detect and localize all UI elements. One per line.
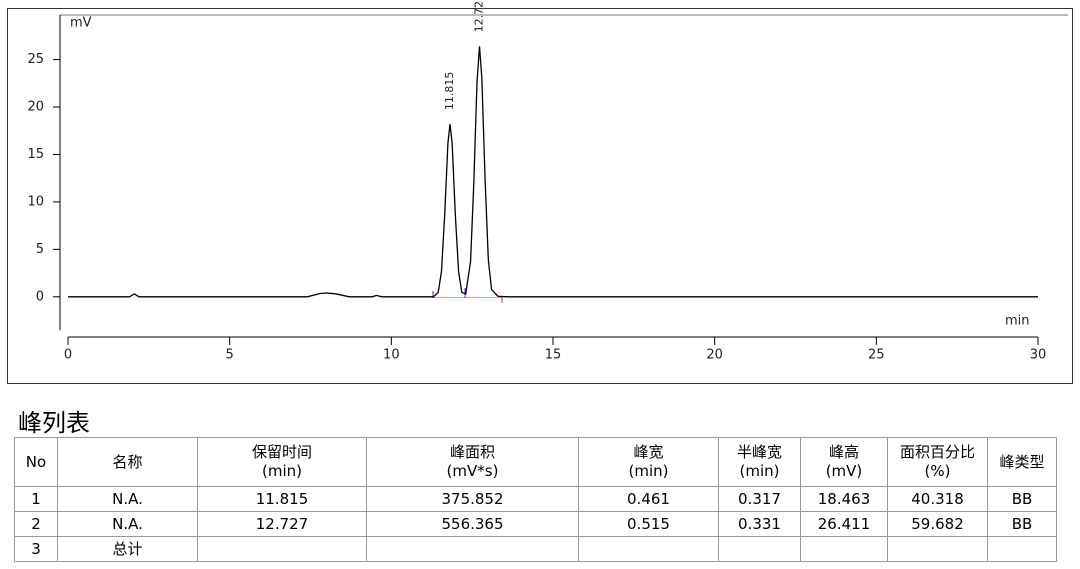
header-row: No 名称 保留时间 (min) 峰面积 (mV*s) 峰宽 (min) 半峰宽 (min) 峰高(… [14,437,1057,487]
table-cell: 1 [14,486,58,512]
header-cell: 名称 [57,437,198,487]
y-tick-label: 15 [27,147,44,162]
table-cell: 2 [14,511,58,537]
header-text: 名称 [112,452,143,471]
table-cell [718,536,801,562]
header-text: 保留时间 [251,443,312,461]
table-cell: 0.461 [578,486,719,512]
header-text: 半峰宽 [736,443,782,461]
header-text: 峰类型 [999,452,1045,471]
table-cell: 40.318 [887,486,988,512]
header-cell: 保留时间 (min) [197,437,367,487]
table-cell: BB [987,511,1057,537]
chart: mV min 0 5 10 15 20 25 0 5 10 15 20 25 30 11.815 12.72… [7,0,1073,384]
peak-label: 12.727 [473,0,486,32]
table-cell: 59.682 [887,511,988,537]
x-tick-label: 30 [1030,348,1047,363]
table-cell: 12.727 [197,511,367,537]
table-cell [800,536,888,562]
table-cell [366,536,579,562]
x-axis-label: min [1005,314,1030,329]
header-text: No [25,452,47,471]
table-cell: BB [987,486,1057,512]
y-tick-label: 25 [27,52,44,67]
table-cell [987,536,1057,562]
table-row: 1 N.A. 11.815 375.852 0.461 0.317 18.463 40.318… [14,486,1057,512]
header-text: (min) [262,462,302,480]
table-cell: 375.852 [366,486,579,512]
table-cell: N.A. [57,486,198,512]
table-cell: 556.365 [366,511,579,537]
table-cell: 3 [14,536,58,562]
y-axis-label: mV [70,16,92,31]
table-cell [578,536,719,562]
table-cell: 0.317 [718,486,801,512]
x-tick-label: 5 [226,348,234,363]
table-cell: N.A. [57,511,198,537]
table-cell: 11.815 [197,486,367,512]
table-cell [887,536,988,562]
table-cell: 26.411 [800,511,888,537]
peak-table: No 名称 保留时间 (min) 峰面积 (mV*s) 峰宽 (min) 半峰宽 (min) 峰高(… [14,437,1057,562]
y-tick-label: 10 [27,194,44,209]
chart-frame [7,8,1073,384]
table-cell: 总计 [57,536,198,562]
x-tick-label: 0 [64,348,72,363]
table-cell: 0.331 [718,511,801,537]
x-tick-label: 15 [545,348,562,363]
x-tick-label: 10 [383,348,400,363]
header-cell: 面积百分比 (%) [887,437,988,487]
header-cell: No [14,437,58,487]
header-text: 峰面积 [449,443,495,461]
table-cell: 0.515 [578,511,719,537]
table-row: 3 总计 [14,536,1057,562]
header-text: 峰宽 [633,443,664,461]
header-text: (mV) [825,462,863,480]
header-text: (mV*s) [446,462,499,480]
header-cell: 峰类型 [987,437,1057,487]
header-text: 峰高 [828,443,859,461]
table-cell [197,536,367,562]
chromatogram-line [68,46,1038,298]
peak-label: 11.815 [443,72,456,111]
header-text: 面积百分比 [899,443,975,461]
header-cell: 峰面积 (mV*s) [366,437,579,487]
y-tick-label: 0 [36,289,44,304]
table-title: 峰列表 [18,409,90,437]
x-tick-label: 25 [868,348,885,363]
header-text: (%) [924,462,951,480]
header-text: (min) [739,462,780,480]
header-text: (min) [628,462,669,480]
table-cell: 18.463 [800,486,888,512]
y-tick-label: 5 [36,242,44,257]
x-tick-label: 20 [706,348,723,363]
header-cell: 峰高 (mV) [800,437,888,487]
y-tick-label: 20 [27,100,44,115]
header-cell: 峰宽 (min) [578,437,719,487]
table-row: 2 N.A. 12.727 556.365 0.515 0.331 26.411 59.682… [14,511,1057,537]
header-cell: 半峰宽 (min) [718,437,801,487]
